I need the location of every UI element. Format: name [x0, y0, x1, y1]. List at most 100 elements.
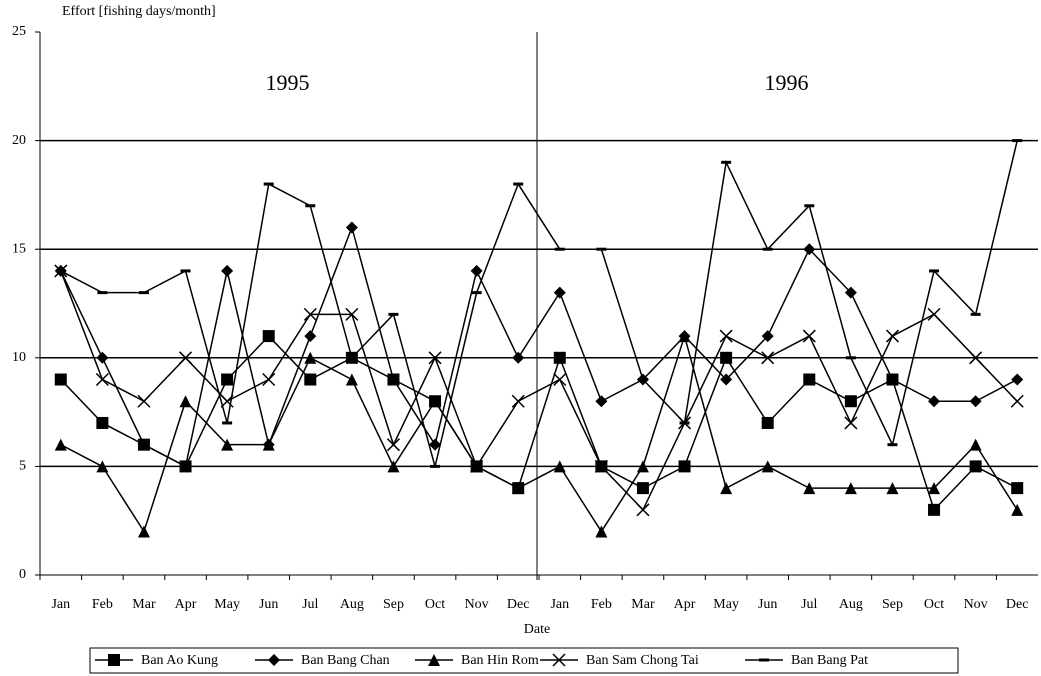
x-tick-label: Oct [924, 597, 944, 612]
marker [512, 482, 525, 495]
marker [803, 373, 816, 386]
x-tick-label: Dec [1006, 597, 1029, 612]
x-tick-label: Jul [302, 597, 318, 612]
marker [96, 416, 109, 429]
marker [179, 395, 192, 408]
y-tick-label: 20 [12, 133, 26, 148]
marker [928, 395, 941, 408]
x-tick-label: Mar [631, 597, 655, 612]
legend-label: Ban Sam Chong Tai [586, 653, 699, 668]
marker [1010, 394, 1024, 408]
marker [927, 307, 941, 321]
marker [95, 372, 109, 387]
marker [512, 351, 525, 364]
marker [470, 264, 483, 277]
marker [345, 221, 358, 234]
marker [221, 264, 234, 277]
marker [761, 460, 774, 473]
x-tick-label: Feb [92, 597, 113, 612]
marker [636, 482, 649, 495]
x-tick-label: Apr [674, 597, 696, 612]
marker [928, 503, 941, 516]
marker [720, 351, 733, 364]
marker [429, 438, 442, 451]
legend-label: Ban Hin Rom [461, 653, 539, 668]
x-tick-label: Jun [259, 597, 278, 612]
marker [844, 395, 857, 408]
marker [928, 482, 941, 495]
marker [1011, 503, 1024, 516]
x-tick-label: Aug [839, 597, 863, 612]
series-line [60, 225, 1018, 468]
marker [96, 460, 109, 473]
marker [179, 351, 193, 365]
marker [844, 416, 858, 430]
marker [552, 653, 566, 667]
marker [719, 329, 733, 343]
y-tick-label: 25 [12, 24, 26, 39]
marker [137, 525, 150, 538]
marker [553, 372, 567, 387]
marker [595, 525, 608, 538]
marker [262, 438, 275, 451]
marker [386, 438, 400, 452]
legend-label: Ban Bang Chan [301, 653, 390, 668]
marker [636, 460, 649, 473]
x-tick-label: Jan [51, 597, 70, 612]
marker [803, 243, 816, 256]
marker [511, 394, 525, 408]
marker [553, 286, 566, 299]
year-label: 1995 [266, 70, 310, 95]
marker [885, 329, 899, 343]
marker [470, 459, 484, 473]
x-tick-label: Dec [507, 597, 530, 612]
marker [387, 373, 400, 386]
marker [221, 438, 234, 451]
x-tick-label: Jun [758, 597, 777, 612]
legend-label: Ban Ao Kung [141, 653, 218, 668]
series-line [60, 270, 1018, 512]
x-axis-title: Date [524, 622, 550, 637]
x-tick-label: Feb [591, 597, 612, 612]
marker [345, 373, 358, 386]
marker [844, 286, 857, 299]
x-tick-label: Sep [882, 597, 903, 612]
y-tick-label: 0 [19, 567, 26, 582]
marker [108, 654, 120, 666]
x-tick-label: Nov [465, 597, 489, 612]
x-tick-label: May [214, 597, 240, 612]
marker [802, 329, 816, 343]
x-tick-label: May [713, 597, 739, 612]
marker [54, 373, 67, 386]
legend-label: Ban Bang Pat [791, 653, 868, 668]
marker [969, 351, 983, 365]
x-tick-label: Jan [550, 597, 569, 612]
legend-box [89, 647, 959, 674]
marker [304, 351, 317, 364]
marker [304, 373, 317, 386]
marker [761, 351, 775, 365]
marker [761, 416, 774, 429]
marker [304, 330, 317, 343]
year-label: 1996 [765, 70, 809, 95]
marker [553, 351, 566, 364]
y-tick-label: 10 [12, 350, 26, 365]
series-line [60, 333, 1018, 534]
x-tick-label: Mar [132, 597, 156, 612]
x-tick-label: Nov [964, 597, 988, 612]
marker [595, 395, 608, 408]
marker [428, 351, 442, 365]
marker [844, 482, 857, 495]
x-tick-label: Jul [801, 597, 817, 612]
marker [429, 395, 442, 408]
marker [221, 373, 234, 386]
marker [262, 330, 275, 343]
y-tick-label: 5 [19, 459, 26, 474]
x-tick-label: Sep [383, 597, 404, 612]
marker [54, 438, 67, 451]
marker [636, 503, 650, 517]
marker [179, 460, 192, 473]
y-tick-label: 15 [12, 241, 26, 256]
marker [886, 373, 899, 386]
